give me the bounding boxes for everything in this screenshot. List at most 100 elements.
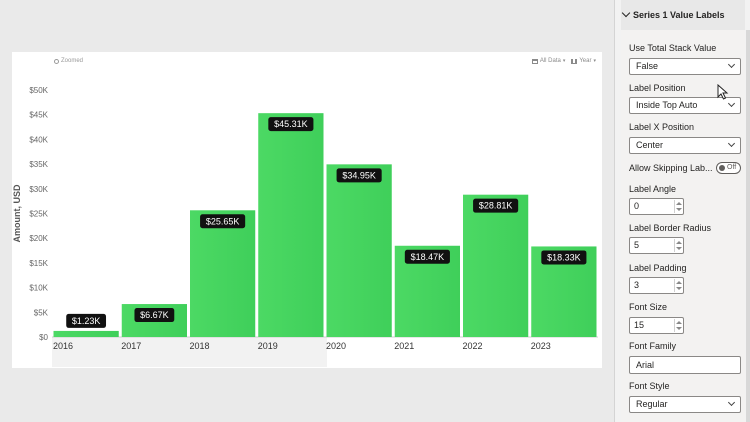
period-label: Year [579,58,592,64]
y-tick-label: $25K [29,210,48,219]
y-tick-label: $5K [34,308,49,317]
y-axis-title: Amount, USD [12,184,22,242]
label-x-position-label: Label X Position [629,122,695,132]
format-pane: Series 1 Value Labels Use Total Stack Va… [614,0,750,422]
x-tick-label: 2018 [190,341,210,351]
bar-chart: $0 $5K $10K $15K $20K $25K $30K $35K $40K $45K $50… [12,86,598,367]
data-label: $1.23K [72,316,101,326]
label-padding-input[interactable]: 3 [629,277,684,294]
spin-up-icon[interactable] [676,202,682,205]
chevron-down-icon [727,60,736,69]
label-border-radius-input[interactable]: 5 [629,237,684,254]
input-value: 3 [634,280,640,290]
chart-toolbar: Zoomed All Data ▾ Year ▾ [12,52,602,72]
data-label-box [66,313,107,328]
x-tick-label: 2022 [463,341,483,351]
spinner[interactable] [674,239,682,252]
period-dropdown[interactable]: Year ▾ [571,58,596,64]
font-size-input[interactable]: 15 [629,317,684,334]
toggle-state: Off [727,164,737,171]
y-tick-label: $35K [29,160,48,169]
spinner[interactable] [674,279,682,292]
use-total-stack-value-dropdown[interactable]: False [629,58,741,75]
data-label: $25.65K [206,216,240,226]
data-label-box [541,250,587,265]
chevron-down-icon [727,139,736,148]
label-position-label: Label Position [629,83,686,93]
spin-up-icon[interactable] [676,241,682,244]
x-tick-label: 2021 [394,341,414,351]
chevron-down-icon [727,398,736,407]
data-label-box [200,214,246,229]
data-label-box [268,117,314,132]
spin-down-icon[interactable] [676,208,682,211]
font-style-label: Font Style [629,381,670,391]
dropdown-value: Inside Top Auto [636,100,698,110]
x-tick-label: 2020 [326,341,346,351]
caret-down-icon: ▾ [593,58,596,64]
dropdown-value: False [636,61,659,71]
chevron-down-icon [727,99,736,108]
use-total-stack-value-label: Use Total Stack Value [629,43,717,53]
bar [258,113,324,337]
y-tick-label: $0 [39,333,48,342]
chevron-down-icon [621,8,631,18]
x-tick-label: 2017 [121,341,141,351]
label-position-dropdown[interactable]: Inside Top Auto [629,97,741,114]
data-label: $18.47K [411,252,445,262]
label-x-position-dropdown[interactable]: Center [629,137,741,154]
font-family-label: Font Family [629,341,677,351]
y-tick-label: $50K [29,86,48,95]
input-value: 5 [634,240,640,250]
label-angle-input[interactable]: 0 [629,198,684,215]
font-style-dropdown[interactable]: Regular [629,396,741,413]
allow-skipping-toggle[interactable]: Off [716,162,741,174]
bar [190,210,256,337]
y-tick-label: $20K [29,234,48,243]
date-filter-dropdown[interactable]: All Data ▾ [531,58,566,64]
y-tick-label: $40K [29,135,48,144]
bar [463,194,529,337]
font-family-input[interactable]: Arial [629,356,741,374]
mouse-cursor-icon [717,84,729,100]
x-axis-band [52,337,327,367]
zoom-reset-label: Zoomed [61,58,84,64]
data-label-box [404,249,450,264]
data-label-box [134,308,175,323]
spinner[interactable] [674,200,682,213]
zoom-reset-button[interactable]: Zoomed [54,58,83,64]
data-label: $45.31K [274,119,308,129]
y-tick-label: $15K [29,259,48,268]
allow-skipping-label: Allow Skipping Lab... [629,163,713,173]
spin-up-icon[interactable] [676,321,682,324]
spin-down-icon[interactable] [676,287,682,290]
x-tick-label: 2016 [53,341,73,351]
pane-scrollbar[interactable] [746,30,750,422]
y-tick-label: $10K [29,284,48,293]
data-label: $34.95K [342,170,376,180]
data-label: $28.81K [479,201,513,211]
format-pane-section: Series 1 Value Labels Use Total Stack Va… [621,0,745,422]
font-size-label: Font Size [629,302,668,312]
label-angle-label: Label Angle [629,184,677,194]
data-label-box [336,168,382,183]
caret-down-icon: ▾ [562,58,566,64]
x-tick-label: 2023 [531,341,551,351]
spin-down-icon[interactable] [676,327,682,330]
toggle-knob [719,165,725,171]
input-value: 0 [634,201,640,211]
data-label: $6.67K [140,310,169,320]
input-value: Arial [636,360,655,370]
spinner[interactable] [674,319,682,332]
spin-down-icon[interactable] [676,247,682,250]
bar [326,164,392,337]
chart-card: $0 $5K $10K $15K $20K $25K $30K $35K $40K $45K $50… [12,52,602,368]
spin-up-icon[interactable] [676,281,682,284]
data-label-box [473,198,519,213]
x-tick-label: 2019 [258,341,278,351]
y-tick-label: $45K [29,111,48,120]
section-title: Series 1 Value Labels [633,10,725,20]
label-border-radius-label: Label Border Radius [629,223,712,233]
section-header[interactable]: Series 1 Value Labels [621,0,745,30]
dropdown-value: Center [636,140,664,150]
